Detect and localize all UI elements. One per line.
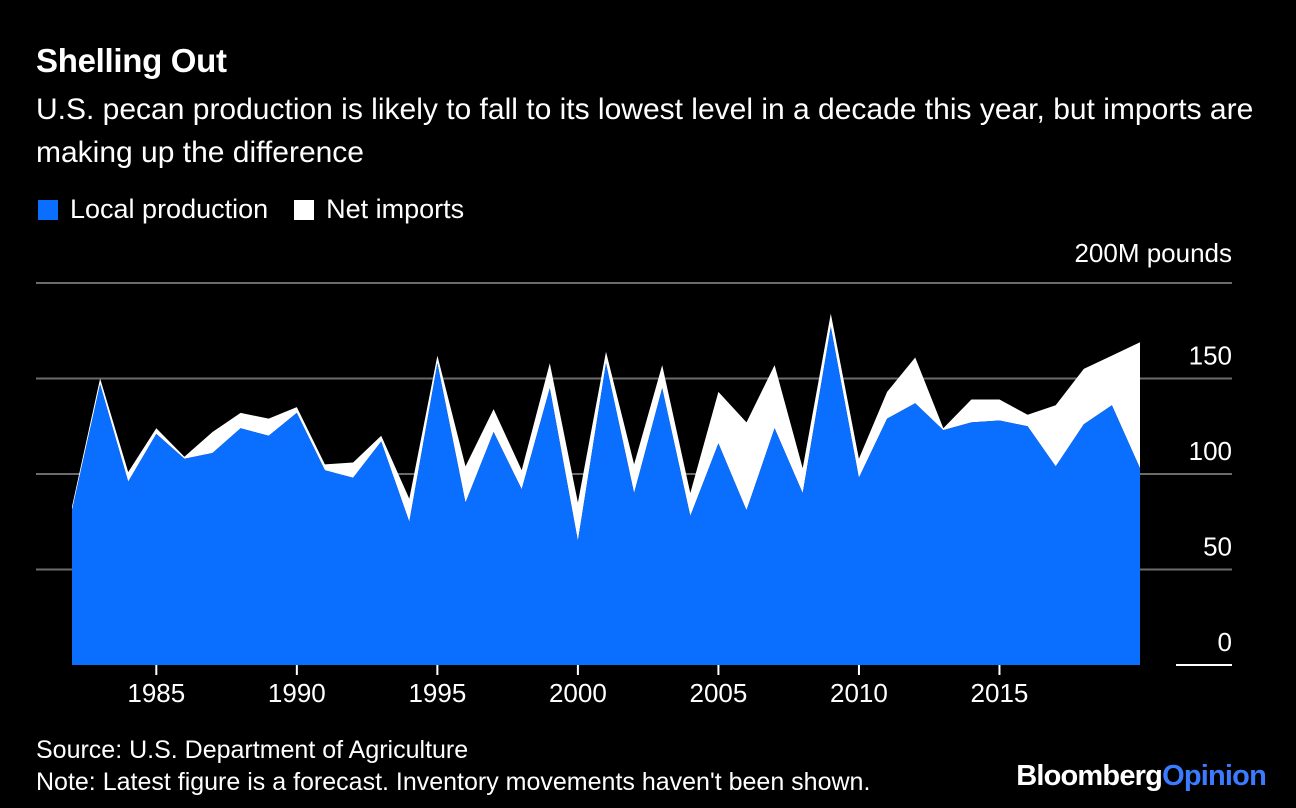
legend-item-local-production: Local production [38,194,268,225]
y-axis-ticks: 0 50 100 150 [1189,341,1232,658]
x-tick-label: 2015 [971,678,1029,708]
bloomberg-opinion-logo: BloombergOpinion [1016,760,1267,793]
x-tick-label: 2010 [830,678,888,708]
brand-part1: Bloomberg [1016,760,1163,792]
area-local-production [72,326,1140,665]
area-net-imports [72,313,1140,541]
footer: Source: U.S. Department of Agriculture N… [36,734,870,798]
stacked-areas [72,313,1140,665]
chart-subtitle: U.S. pecan production is likely to fall … [36,93,1254,169]
legend-swatch-local-production [38,199,58,220]
brand-part2: Opinion [1162,760,1267,792]
x-tick-label: 1985 [127,678,185,708]
chart-title: Shelling Out [36,42,227,79]
y-tick-label: 0 [1218,627,1232,657]
legend-item-net-imports: Net imports [294,194,464,225]
x-axis-ticks: 1985 1990 1995 2000 2005 2010 2015 [127,665,1028,708]
legend-swatch-net-imports [294,199,315,220]
x-tick-label: 1995 [408,678,466,708]
y-unit-label: 200M pounds [1074,238,1232,268]
legend-label-net-imports: Net imports [326,194,465,224]
forecast-note: Note: Latest figure is a forecast. Inven… [36,768,871,796]
y-tick-label: 150 [1189,341,1232,371]
y-tick-label: 100 [1189,436,1232,466]
legend-label-local-production: Local production [70,194,269,224]
y-tick-label: 50 [1203,532,1232,562]
legend: Local production Net imports [38,194,490,225]
x-tick-label: 2005 [689,678,747,708]
x-tick-label: 2000 [549,678,607,708]
source-note: Source: U.S. Department of Agriculture [36,736,469,764]
x-tick-label: 1990 [268,678,326,708]
